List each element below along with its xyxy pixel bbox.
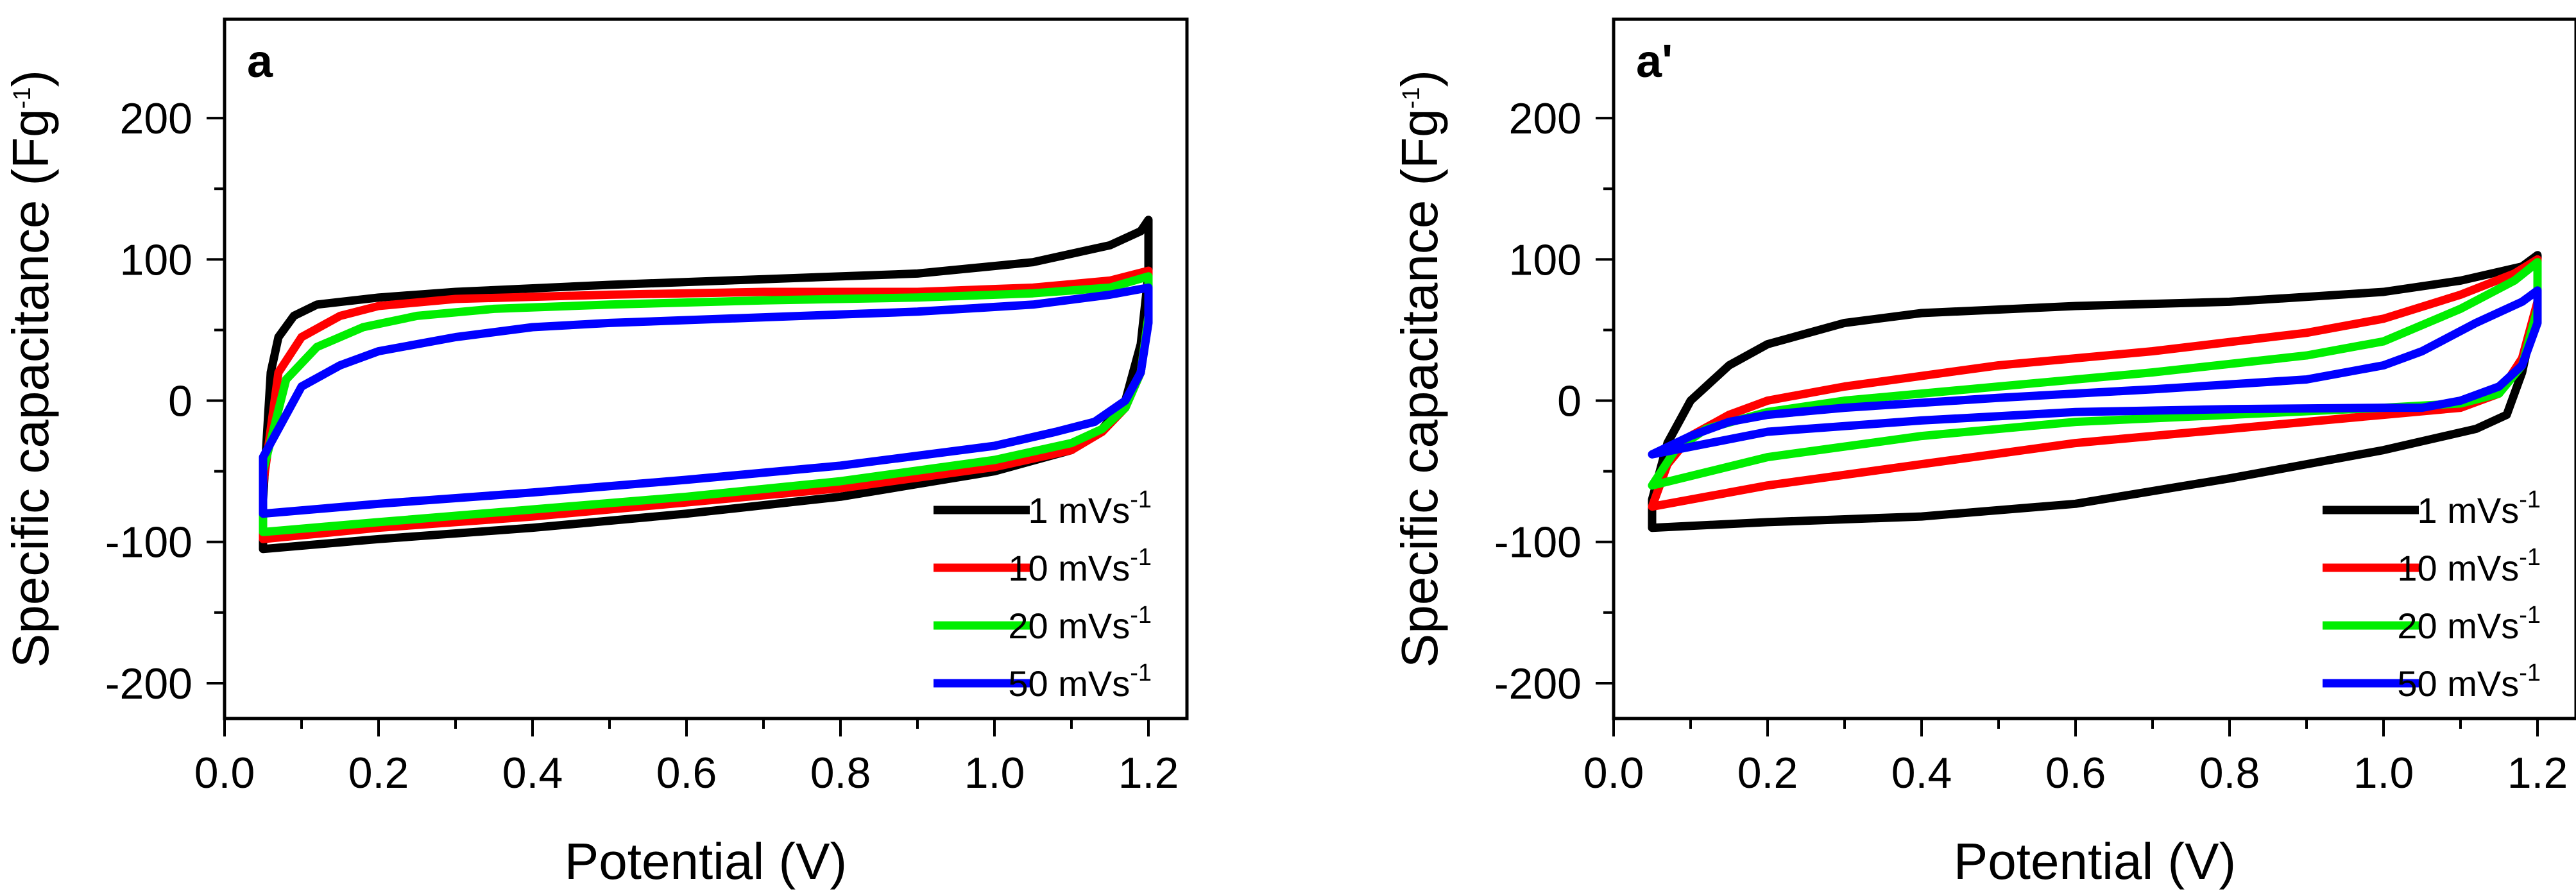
y-tick-label: 200 — [120, 94, 192, 143]
y-tick-label: -100 — [105, 518, 192, 567]
legend: 1 mVs-1 10 mVs-1 20 mVs-1 50 mVs-1 — [934, 486, 1152, 704]
series-line — [259, 216, 1153, 554]
series-curves — [1648, 251, 2542, 532]
y-axis-title: Specific capacitance (Fg-1) — [1391, 70, 1448, 668]
x-tick-label: 0.2 — [1737, 749, 1798, 797]
plot-frame — [223, 17, 1189, 720]
legend-label: 50 mVs-1 — [2397, 659, 2541, 704]
x-axis-title: Potential (V) — [565, 833, 847, 890]
legend-label-sup: -1 — [1130, 659, 1152, 686]
legend-label: 1 mVs-1 — [2418, 486, 2541, 531]
series-line — [1648, 255, 2542, 511]
legend-label: 20 mVs-1 — [2397, 602, 2541, 646]
y-tick-label: 100 — [1509, 235, 1582, 284]
plot-frame — [1612, 17, 2576, 720]
legend-label-sup: -1 — [1130, 486, 1152, 513]
y-axis-title-sup: -1 — [1398, 87, 1425, 109]
y-tick-label: 0 — [168, 377, 192, 426]
legend-label: 10 mVs-1 — [2397, 544, 2541, 588]
legend-label: 10 mVs-1 — [1008, 544, 1152, 588]
y-tick-label: -200 — [105, 659, 192, 708]
x-tick-label: 0.8 — [810, 749, 871, 797]
x-tick-label: 0.2 — [348, 749, 409, 797]
legend-label-sup: -1 — [1130, 544, 1152, 571]
legend-label: 20 mVs-1 — [1008, 602, 1152, 646]
y-axis-title-main: Specific capacitance (Fg — [2, 108, 59, 668]
series-curves — [259, 216, 1153, 554]
y-tick-labels: -200 -100 0 100 200 — [1494, 94, 1582, 708]
legend-label: 1 mVs-1 — [1028, 486, 1152, 531]
y-axis-title-sup: -1 — [9, 87, 36, 109]
x-tick-label: 1.2 — [1118, 749, 1179, 797]
x-tick-label: 0.0 — [194, 749, 255, 797]
y-axis-title-main: Specific capacitance (Fg — [1391, 108, 1448, 668]
axis-ticks — [1596, 117, 2539, 736]
series-line — [1648, 251, 2542, 532]
x-tick-label: 0.0 — [1583, 749, 1644, 797]
x-tick-label: 1.0 — [964, 749, 1025, 797]
legend-label-sup: -1 — [1130, 602, 1152, 629]
legend-label-sup: -1 — [2519, 602, 2541, 629]
y-tick-labels: -200 -100 0 100 200 — [105, 94, 192, 708]
y-axis-title-close: ) — [1391, 70, 1448, 87]
y-tick-label: -100 — [1494, 518, 1582, 567]
x-tick-label: 0.4 — [1891, 749, 1952, 797]
x-tick-labels: 0.0 0.2 0.4 0.6 0.8 1.0 1.2 — [1583, 749, 2568, 797]
x-tick-label: 0.6 — [656, 749, 717, 797]
axis-ticks — [207, 117, 1150, 736]
legend-label: 50 mVs-1 — [1008, 659, 1152, 704]
x-tick-label: 0.4 — [502, 749, 563, 797]
series-line — [1648, 258, 2542, 490]
x-tick-label: 0.8 — [2199, 749, 2260, 797]
x-tick-label: 1.2 — [2507, 749, 2568, 797]
y-axis-title-close: ) — [2, 70, 59, 87]
x-tick-label: 0.6 — [2045, 749, 2106, 797]
x-axis-title: Potential (V) — [1954, 833, 2236, 890]
y-tick-label: 100 — [120, 235, 192, 284]
panel-label: a' — [1636, 36, 1673, 87]
panel-label: a — [247, 36, 273, 87]
chart-panel-a-prime: 0.0 0.2 0.4 0.6 0.8 1.0 1.2 -200 -100 0 100 200 a'… — [1391, 17, 2576, 890]
series-line — [259, 272, 1153, 536]
series-line — [259, 266, 1153, 543]
series-line — [1648, 286, 2542, 459]
legend: 1 mVs-1 10 mVs-1 20 mVs-1 50 mVs-1 — [2323, 486, 2541, 704]
legend-label-sup: -1 — [2519, 544, 2541, 571]
x-tick-label: 1.0 — [2353, 749, 2414, 797]
legend-label-sup: -1 — [2519, 659, 2541, 686]
y-tick-label: -200 — [1494, 659, 1582, 708]
legend-label-sup: -1 — [2519, 486, 2541, 513]
x-tick-labels: 0.0 0.2 0.4 0.6 0.8 1.0 1.2 — [194, 749, 1179, 797]
series-line — [259, 283, 1153, 518]
y-tick-label: 200 — [1509, 94, 1582, 143]
y-tick-label: 0 — [1557, 377, 1582, 426]
y-axis-title: Specific capacitance (Fg-1) — [2, 70, 59, 668]
